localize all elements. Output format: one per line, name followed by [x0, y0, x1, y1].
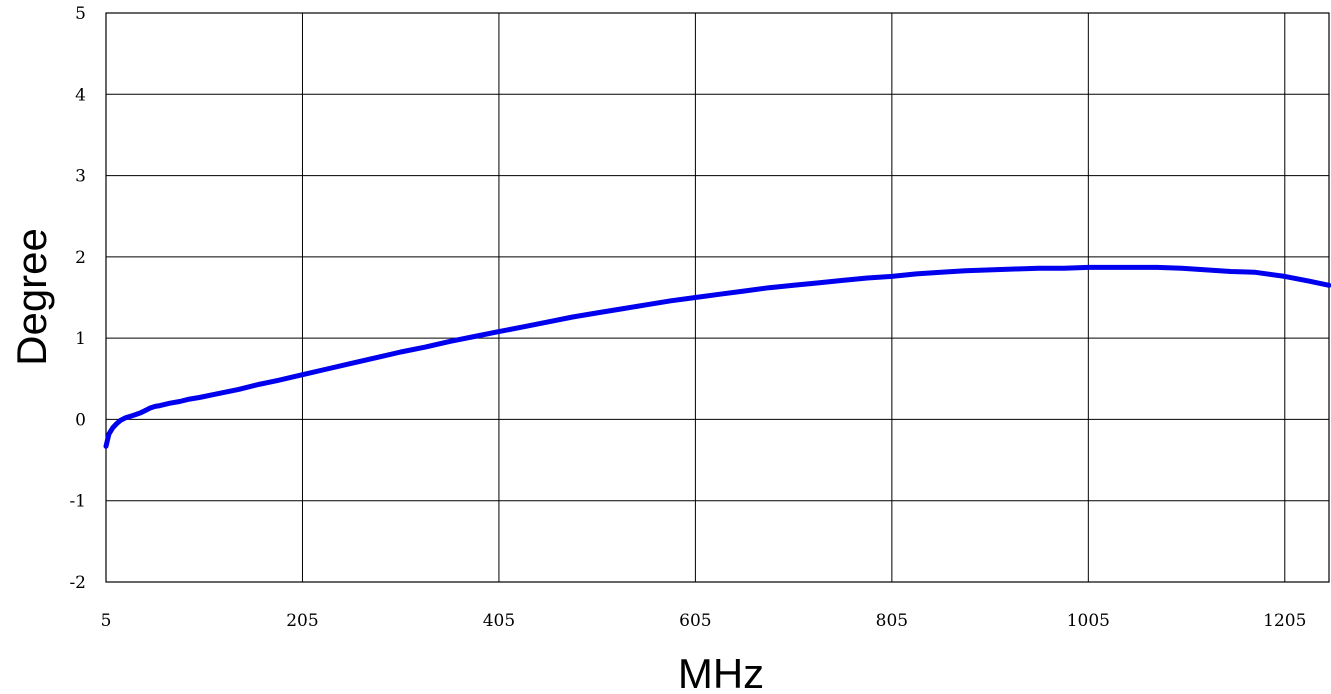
x-tick-label: 405 [483, 611, 515, 631]
y-tick-label: 2 [75, 248, 86, 268]
plot-area-frame [105, 12, 1330, 583]
x-tick-label: 805 [876, 611, 908, 631]
y-tick-label: 5 [75, 4, 86, 24]
x-tick-label: 205 [286, 611, 318, 631]
y-tick-label: -1 [69, 492, 86, 512]
gridlines [105, 12, 1329, 583]
y-tick-label: -2 [69, 573, 86, 593]
x-tick-label: 1005 [1067, 611, 1110, 631]
y-axis-title: Degree [8, 228, 55, 366]
x-axis-title: MHz [678, 650, 764, 694]
y-tick-labels: -2 -1 0 1 2 3 4 5 [69, 4, 86, 593]
series-line [103, 264, 1331, 449]
y-tick-label: 4 [75, 85, 86, 105]
x-tick-label: 5 [101, 611, 112, 631]
series-layer [103, 264, 1331, 449]
y-tick-label: 3 [75, 167, 86, 187]
y-tick-label: 0 [75, 410, 86, 430]
x-tick-label: 1205 [1263, 611, 1306, 631]
x-tick-label: 605 [679, 611, 711, 631]
y-tick-label: 1 [75, 329, 86, 349]
x-tick-labels: 5 205 405 605 805 1005 1205 [101, 611, 1307, 631]
